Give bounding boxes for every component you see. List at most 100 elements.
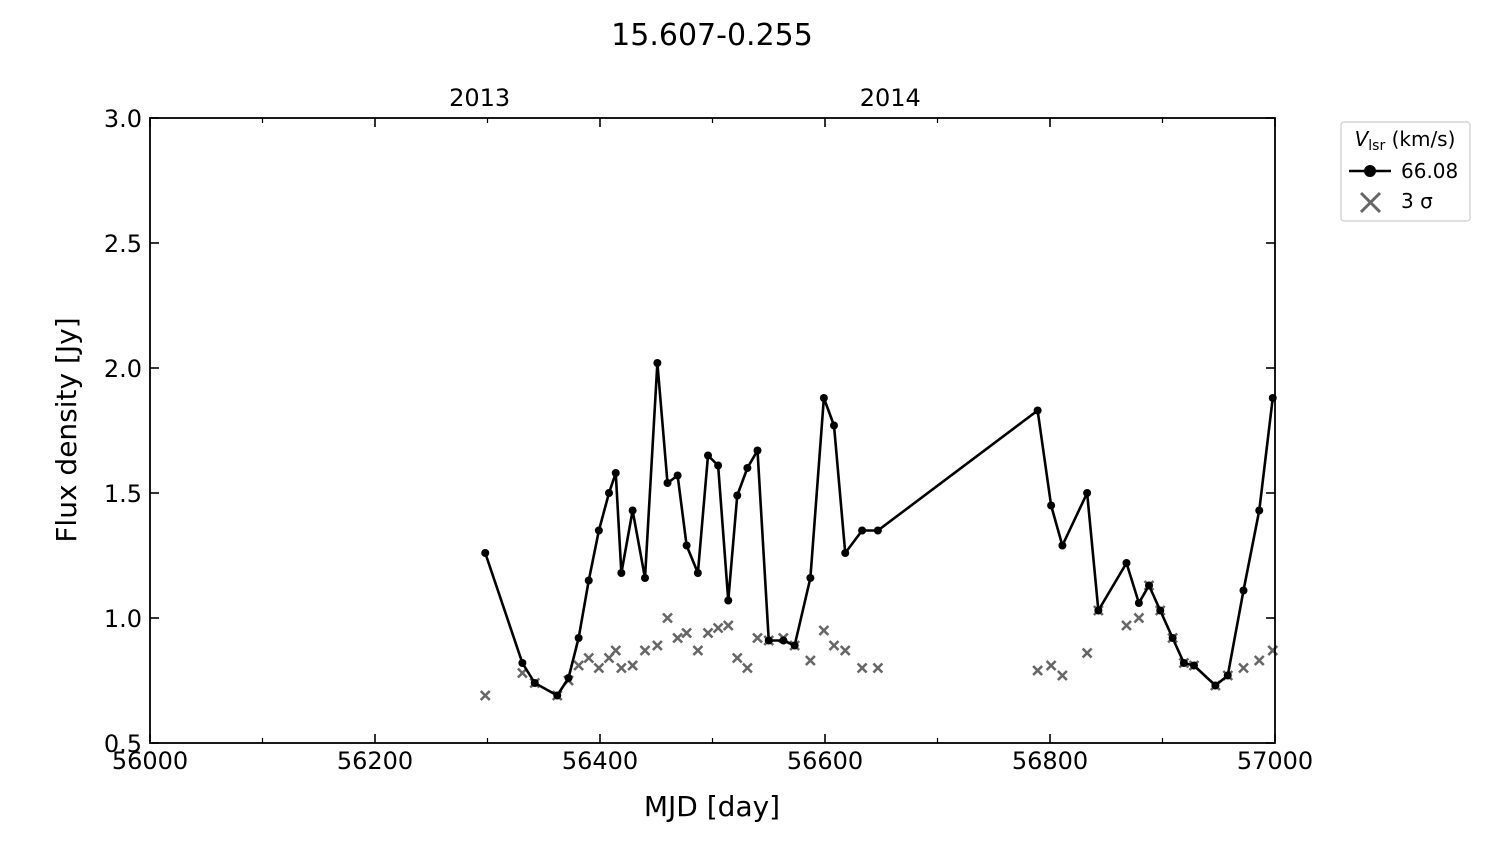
series-point bbox=[830, 421, 838, 430]
legend-cross-marker bbox=[1359, 191, 1382, 214]
sigma-cross bbox=[627, 660, 639, 671]
series-point bbox=[1190, 661, 1198, 670]
series-point bbox=[682, 541, 691, 550]
sigma-cross bbox=[1238, 662, 1249, 674]
series-point bbox=[764, 636, 773, 645]
sigma-cross bbox=[872, 662, 884, 674]
series-point bbox=[1255, 506, 1264, 515]
x-tick-label: 57000 bbox=[1237, 747, 1313, 775]
series-point bbox=[841, 549, 850, 557]
sigma-cross bbox=[692, 645, 704, 656]
sigma-cross bbox=[1045, 660, 1057, 671]
series-point bbox=[819, 394, 828, 402]
sigma-cross bbox=[804, 655, 816, 666]
y-tick-label: 1.0 bbox=[104, 605, 142, 633]
x-tick-label: 56000 bbox=[112, 747, 188, 775]
series-point bbox=[553, 691, 562, 700]
series-point bbox=[858, 526, 867, 535]
series-point bbox=[1134, 599, 1143, 607]
x-tick-label: 56400 bbox=[562, 747, 638, 775]
series-point bbox=[1239, 586, 1248, 595]
sigma-cross bbox=[651, 640, 663, 651]
y-axis-label: Flux density [Jy] bbox=[50, 317, 83, 542]
sigma-cross bbox=[818, 625, 830, 636]
series-point bbox=[594, 526, 603, 535]
legend-entry-66-08: 66.08 bbox=[1401, 159, 1458, 183]
sigma-cross bbox=[1253, 655, 1265, 666]
sigma-cross bbox=[856, 662, 868, 674]
sigma-cross bbox=[610, 645, 622, 656]
x-tick-label: 56200 bbox=[337, 747, 413, 775]
x-tick-label: 56600 bbox=[787, 747, 863, 775]
series-point bbox=[1156, 606, 1165, 615]
sigma-cross bbox=[702, 627, 714, 639]
series-point bbox=[673, 471, 682, 480]
plot-frame bbox=[149, 117, 1276, 744]
series-point bbox=[518, 659, 527, 667]
sigma-cross bbox=[615, 662, 627, 674]
y-tick-label: 2.0 bbox=[104, 355, 142, 383]
series-point bbox=[693, 569, 702, 577]
series-point bbox=[1168, 634, 1177, 642]
series-point bbox=[663, 479, 672, 487]
x-tick-label: 56800 bbox=[1012, 747, 1088, 775]
sigma-cross bbox=[1032, 665, 1044, 676]
series-point bbox=[743, 464, 752, 472]
y-tick-label: 1.5 bbox=[104, 480, 142, 508]
sigma-cross bbox=[672, 632, 684, 644]
series-point bbox=[564, 674, 573, 682]
sigma-cross bbox=[712, 622, 724, 634]
series-point bbox=[1047, 501, 1056, 510]
sigma-cross bbox=[662, 612, 673, 624]
sigma-cross bbox=[681, 627, 693, 639]
x-axis-label: MJD [day] bbox=[644, 790, 780, 823]
sigma-cross bbox=[573, 660, 585, 671]
series-point bbox=[1094, 606, 1103, 615]
series-point bbox=[1145, 581, 1153, 590]
series-point bbox=[1033, 406, 1042, 415]
legend-title: Vlsr (km/s) bbox=[1355, 127, 1456, 154]
series-point bbox=[611, 469, 620, 477]
sigma-cross bbox=[752, 632, 763, 644]
series-point bbox=[584, 576, 593, 585]
sigma-cross bbox=[583, 652, 595, 664]
sigma-cross bbox=[479, 690, 491, 701]
sigma-cross bbox=[1056, 670, 1068, 681]
legend-entry-3-sigma: 3 σ bbox=[1401, 189, 1433, 213]
series-point bbox=[733, 491, 742, 500]
sigma-cross bbox=[722, 620, 734, 631]
series-point bbox=[574, 634, 583, 642]
series-point bbox=[530, 679, 539, 687]
series-point bbox=[641, 574, 649, 582]
series-point bbox=[873, 526, 882, 535]
series-point bbox=[1179, 659, 1188, 667]
top-axis-year-label: 2013 bbox=[449, 84, 510, 112]
series-point bbox=[1211, 681, 1220, 690]
top-axis-year-label: 2014 bbox=[860, 84, 921, 112]
series-point bbox=[653, 359, 662, 367]
sigma-cross bbox=[593, 662, 605, 674]
y-tick-label: 0.5 bbox=[104, 730, 142, 758]
series-point bbox=[1122, 559, 1131, 567]
sigma-cross bbox=[1121, 620, 1132, 631]
sigma-cross bbox=[741, 662, 753, 674]
series-point bbox=[1083, 489, 1092, 497]
sigma-cross bbox=[839, 645, 851, 656]
sigma-cross bbox=[639, 645, 651, 656]
series-point bbox=[481, 549, 490, 557]
legend-dot-marker bbox=[1364, 165, 1376, 177]
series-point bbox=[806, 574, 815, 582]
series-point bbox=[617, 569, 626, 577]
series-point bbox=[704, 451, 712, 460]
series-point bbox=[605, 489, 613, 497]
y-tick-label: 2.5 bbox=[104, 230, 142, 258]
series-point bbox=[714, 461, 723, 470]
sigma-cross bbox=[828, 640, 840, 651]
series-point bbox=[1223, 671, 1232, 680]
series-point bbox=[1058, 541, 1067, 550]
series-point bbox=[628, 506, 637, 515]
legend: Vlsr (km/s) 66.08 3 σ bbox=[1340, 121, 1471, 222]
legend-box bbox=[1340, 121, 1471, 222]
series-point bbox=[790, 641, 799, 650]
